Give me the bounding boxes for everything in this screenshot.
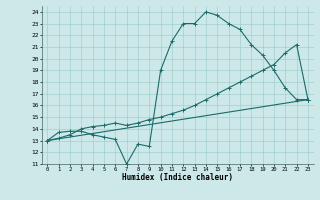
X-axis label: Humidex (Indice chaleur): Humidex (Indice chaleur) [122,173,233,182]
